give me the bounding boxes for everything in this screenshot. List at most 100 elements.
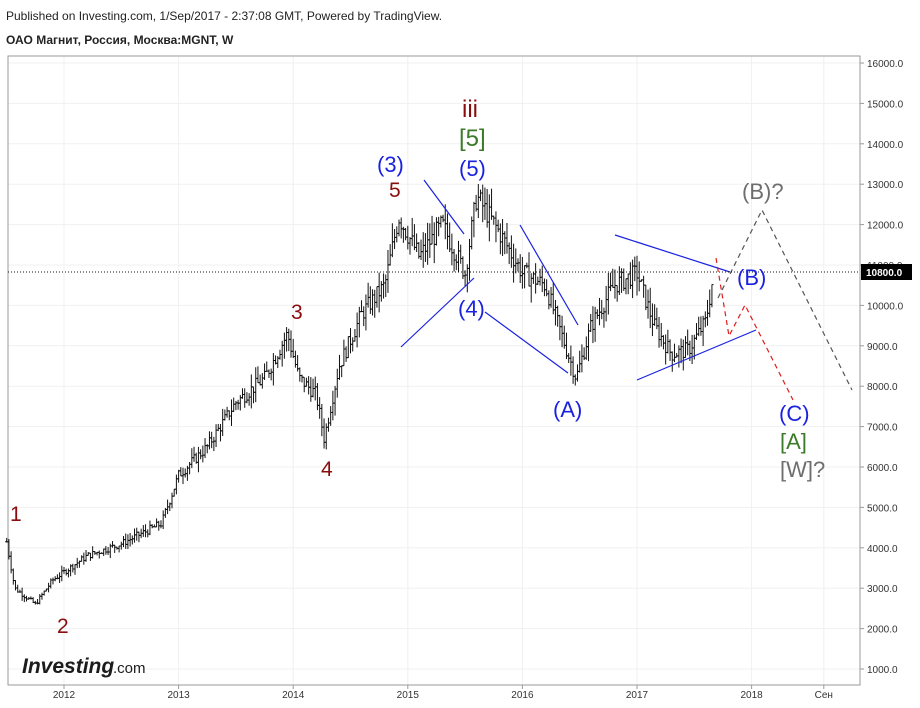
- ohlc-bar: [589, 313, 593, 332]
- ohlc-bar: [428, 223, 432, 258]
- ohlc-bar: [679, 338, 683, 364]
- ohlc-bar: [207, 431, 212, 450]
- ohlc-bar: [364, 294, 368, 331]
- ohlc-bar: [445, 213, 450, 250]
- y-tick-label: 6000.0: [867, 463, 898, 474]
- ohlc-bar: [600, 299, 604, 320]
- ohlc-bar: [161, 510, 165, 530]
- ohlc-bar: [243, 388, 247, 408]
- ohlc-bar: [390, 223, 394, 258]
- ohlc-bar: [664, 334, 668, 365]
- ohlc-bar: [66, 568, 71, 578]
- ohlc-bar: [450, 233, 454, 266]
- ohlc-bar: [113, 544, 117, 553]
- ohlc-bar: [547, 290, 551, 310]
- ohlc-bar: [362, 306, 366, 327]
- ohlc-bar: [498, 223, 502, 255]
- ohlc-bars: [5, 184, 714, 605]
- ohlc-bar: [489, 188, 494, 220]
- ohlc-bar: [377, 272, 381, 313]
- wave-a-channel-upper: [519, 224, 579, 326]
- ohlc-bar: [177, 469, 181, 483]
- ohlc-bar: [542, 278, 547, 297]
- ohlc-bar: [375, 286, 379, 308]
- ohlc-bar: [84, 550, 88, 562]
- ohlc-bar: [648, 287, 652, 329]
- wave-label-2: 2: [57, 615, 69, 638]
- wave-label-5: 5: [389, 179, 401, 202]
- wave-label-4-paren: (4): [458, 296, 485, 321]
- ohlc-bar: [496, 219, 500, 233]
- ohlc-bar: [459, 244, 463, 264]
- ohlc-bar: [478, 189, 483, 202]
- wave-label-5-paren: (5): [459, 156, 486, 181]
- ohlc-bar: [249, 374, 253, 409]
- ohlc-bar: [675, 352, 679, 358]
- ohlc-bar: [322, 418, 326, 449]
- ohlc-bar: [117, 545, 121, 553]
- y-tick-label: 1000.0: [867, 665, 898, 676]
- ohlc-bar: [335, 368, 339, 398]
- ohlc-bar: [104, 545, 108, 555]
- ohlc-bar: [340, 365, 344, 378]
- ohlc-bar: [476, 184, 480, 219]
- ohlc-bar: [481, 184, 485, 223]
- wave-label-b-paren: (B): [737, 265, 766, 290]
- investing-logo: Investing .com: [22, 655, 146, 678]
- y-tick-label: 3000.0: [867, 584, 898, 595]
- ohlc-bar: [399, 217, 403, 239]
- wave-label-iii: iii: [462, 96, 478, 123]
- ohlc-bar: [300, 374, 304, 383]
- ohlc-bar: [368, 286, 372, 314]
- ohlc-bar: [214, 424, 218, 448]
- ohlc-bar: [381, 273, 386, 299]
- ohlc-bar: [384, 274, 388, 298]
- ohlc-bar: [337, 354, 342, 380]
- ohlc-bar: [366, 282, 370, 308]
- ohlc-bar: [569, 345, 573, 376]
- ohlc-bar: [423, 233, 428, 262]
- ohlc-bar: [536, 276, 540, 285]
- ohlc-bar: [51, 577, 55, 585]
- trend-lines: [400, 179, 853, 401]
- x-tick-label: 2018: [740, 690, 763, 701]
- y-tick-label: 7000.0: [867, 423, 898, 434]
- ohlc-bar: [509, 235, 513, 268]
- ohlc-bar: [472, 201, 476, 238]
- ohlc-bar: [571, 356, 575, 384]
- ohlc-bar: [686, 329, 690, 356]
- ohlc-bar: [333, 385, 337, 416]
- ohlc-bar: [650, 303, 655, 337]
- x-tick-label: 2016: [511, 690, 534, 701]
- ohlc-bar: [373, 289, 377, 318]
- ohlc-bar: [406, 225, 410, 250]
- ohlc-bar: [46, 582, 51, 593]
- plot-frame: [7, 55, 861, 686]
- ohlc-bar: [196, 446, 201, 473]
- triangle-upper: [614, 234, 731, 273]
- ohlc-bar: [13, 580, 18, 591]
- ohlc-bar: [470, 216, 474, 250]
- ohlc-bar: [97, 550, 101, 559]
- wave-label-5-bracket: [5]: [459, 125, 486, 152]
- ohlc-bar: [595, 309, 599, 320]
- ohlc-bar: [326, 417, 331, 432]
- ohlc-bar: [240, 388, 245, 399]
- ohlc-bar: [520, 257, 524, 289]
- ohlc-bar: [229, 399, 234, 426]
- ohlc-bar: [395, 226, 399, 243]
- symbol-title: ОАО Магнит, Россия, Москва:MGNT, W: [6, 33, 234, 47]
- ohlc-bar: [251, 386, 256, 404]
- wave-label-1: 1: [10, 503, 22, 526]
- ohlc-bar: [320, 404, 324, 437]
- wave-label-3-paren: (3): [377, 152, 404, 177]
- ohlc-bar: [503, 231, 507, 255]
- ohlc-bar: [573, 374, 577, 386]
- ohlc-bar: [313, 376, 317, 401]
- ohlc-bar: [487, 194, 491, 242]
- ohlc-bar: [346, 336, 350, 359]
- ohlc-bar: [657, 316, 661, 348]
- ohlc-bar: [523, 265, 527, 289]
- ohlc-bar: [293, 350, 298, 368]
